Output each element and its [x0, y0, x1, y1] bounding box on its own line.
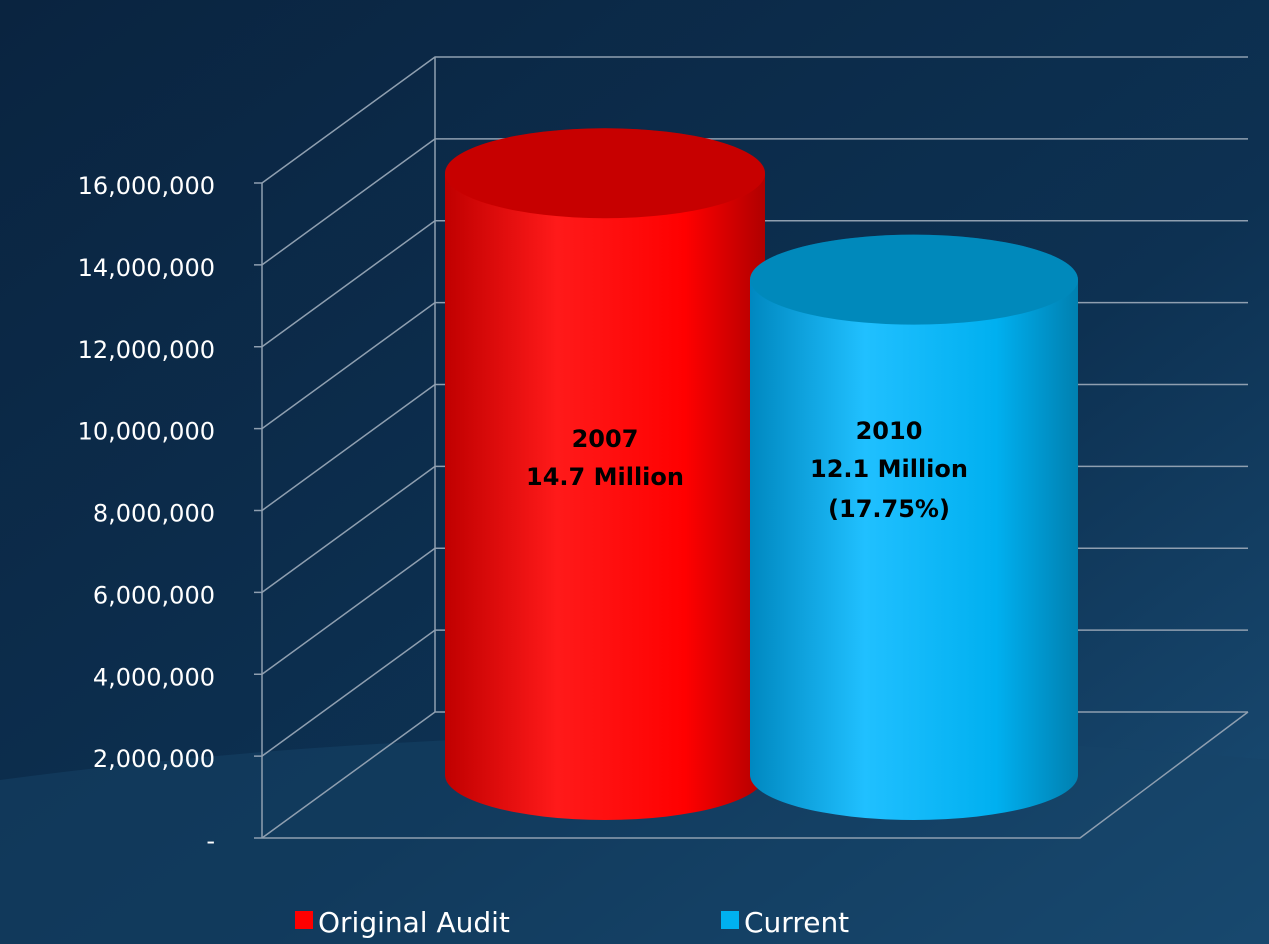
y-tick-label: 10,000,000	[78, 418, 215, 446]
legend-label: Original Audit	[318, 906, 510, 939]
y-tick-label: -	[206, 827, 215, 855]
grid-line	[261, 56, 1248, 184]
cylinder-body	[445, 173, 765, 820]
y-tick-label: 12,000,000	[78, 336, 215, 364]
data-label: 14.7 Million	[526, 463, 684, 491]
y-tick-label: 16,000,000	[78, 172, 215, 200]
data-label: 12.1 Million	[810, 455, 968, 483]
y-tick-label: 8,000,000	[93, 500, 215, 528]
data-label: 2007	[572, 425, 639, 453]
cylinder-top-shade	[445, 128, 765, 219]
y-tick-label: 2,000,000	[93, 745, 215, 773]
data-label: 2010	[856, 417, 923, 445]
y-tick-label: 6,000,000	[93, 581, 215, 609]
y-tick-label: 14,000,000	[78, 254, 215, 282]
legend-swatch	[721, 911, 739, 929]
legend-swatch	[295, 911, 313, 929]
floor-edge	[262, 711, 1249, 839]
cylinder-top-shade	[750, 234, 1078, 325]
grid-line	[261, 138, 1248, 266]
legend-label: Current	[744, 906, 849, 939]
y-tick-label: 4,000,000	[93, 663, 215, 691]
grid-line	[261, 220, 1248, 348]
cylinder-body	[750, 279, 1078, 820]
cylinder-top	[750, 234, 1078, 325]
cylinder-top	[445, 128, 765, 219]
data-label: (17.75%)	[828, 495, 950, 523]
